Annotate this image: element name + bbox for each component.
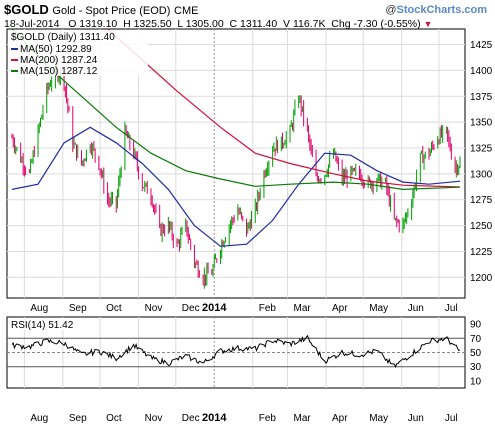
rsi-y-tick-label: 10 (470, 376, 482, 387)
price-x-tick-label: May (369, 303, 388, 314)
price-x-tick-label: Jun (408, 303, 424, 314)
rsi-x-tick-label: Feb (259, 413, 277, 424)
security-name: Gold - Spot Price (EOD) (52, 5, 171, 17)
chart-title: $GOLD Gold - Spot Price (EOD) CME (4, 2, 198, 17)
price-panel: 1200 1225 1250 1275 1300 1325 1350 1375 1400 1425… (6, 28, 493, 299)
legend-background (8, 30, 148, 76)
price-y-tick-label: 1250 (470, 221, 493, 232)
rsi-x-tick-label: Nov (145, 413, 163, 424)
brand-prefix: @ (385, 4, 397, 16)
down-triangle-icon: ▼ (423, 19, 433, 29)
legend-entry: MA(50) 1292.89 (20, 44, 92, 55)
price-x-tick-label: Jul (445, 303, 458, 314)
rsi-y-tick-label: 30 (470, 362, 482, 373)
rsi-panel: 10 30 50 70 90 RSI(14) 51.42 (6, 316, 482, 389)
rsi-y-tick-label: 70 (470, 334, 482, 345)
price-y-tick-label: 1400 (470, 66, 493, 77)
rsi-x-tick-label: Jun (408, 413, 424, 424)
price-y-tick-label: 1325 (470, 143, 493, 154)
price-y-tick-label: 1225 (470, 247, 493, 258)
price-y-tick-label: 1200 (470, 273, 493, 284)
price-x-tick-label: Sep (69, 303, 87, 314)
legend-entry: MA(200) 1287.24 (20, 55, 98, 66)
rsi-x-tick-label: May (369, 413, 388, 424)
price-x-tick-label: 2014 (202, 302, 227, 314)
price-x-tick-label: Feb (259, 303, 277, 314)
rsi-x-tick-label: Apr (332, 413, 348, 424)
symbol: $GOLD (4, 2, 49, 17)
exchange: CME (174, 5, 199, 17)
quote-values: O 1319.10 H 1325.50 L 1305.00 C 1311.40 … (68, 18, 421, 30)
price-y-tick-label: 1275 (470, 195, 493, 206)
price-y-tick-label: 1425 (470, 40, 493, 51)
price-y-tick-label: 1300 (470, 169, 493, 180)
rsi-y-tick-label: 50 (470, 348, 482, 359)
brand-text: StockCharts.com (396, 4, 487, 16)
price-y-tick-label: 1350 (470, 118, 493, 129)
quote-line: 18-Jul-2014 O 1319.10 H 1325.50 L 1305.0… (4, 18, 432, 30)
price-x-tick-label: Dec (182, 303, 200, 314)
legend-entry: MA(150) 1287.12 (20, 66, 98, 77)
rsi-x-tick-label: Sep (69, 413, 87, 424)
ma-line-1 (107, 28, 461, 188)
rsi-x-tick-label: Dec (182, 413, 200, 424)
price-y-tick-label: 1375 (470, 92, 493, 103)
price-x-tick-label: Apr (332, 303, 348, 314)
price-panel-title: $GOLD (Daily) 1311.40 (11, 32, 115, 43)
quote-date: 18-Jul-2014 (4, 18, 60, 30)
rsi-x-tick-label: Aug (30, 413, 48, 424)
price-x-tick-label: Oct (106, 303, 122, 314)
ma-line-0 (11, 126, 461, 247)
ma-line-2 (11, 28, 461, 191)
brand-logo: @StockCharts.com (385, 4, 487, 16)
rsi-x-tick-label: Oct (106, 413, 122, 424)
rsi-x-tick-label: Mar (294, 413, 312, 424)
rsi-y-tick-label: 90 (470, 320, 482, 331)
rsi-x-tick-label: Jul (445, 413, 458, 424)
price-x-tick-label: Nov (145, 303, 163, 314)
rsi-panel-title: RSI(14) 51.42 (11, 320, 74, 331)
rsi-line (11, 334, 461, 369)
rsi-legend-background (8, 318, 84, 330)
price-x-tick-label: Mar (294, 303, 312, 314)
price-x-tick-label: Aug (30, 303, 48, 314)
x-axis: AugAugSepSepOctOctNovNovDecDec20142014Fe… (30, 302, 457, 424)
rsi-x-tick-label: 2014 (202, 412, 227, 424)
